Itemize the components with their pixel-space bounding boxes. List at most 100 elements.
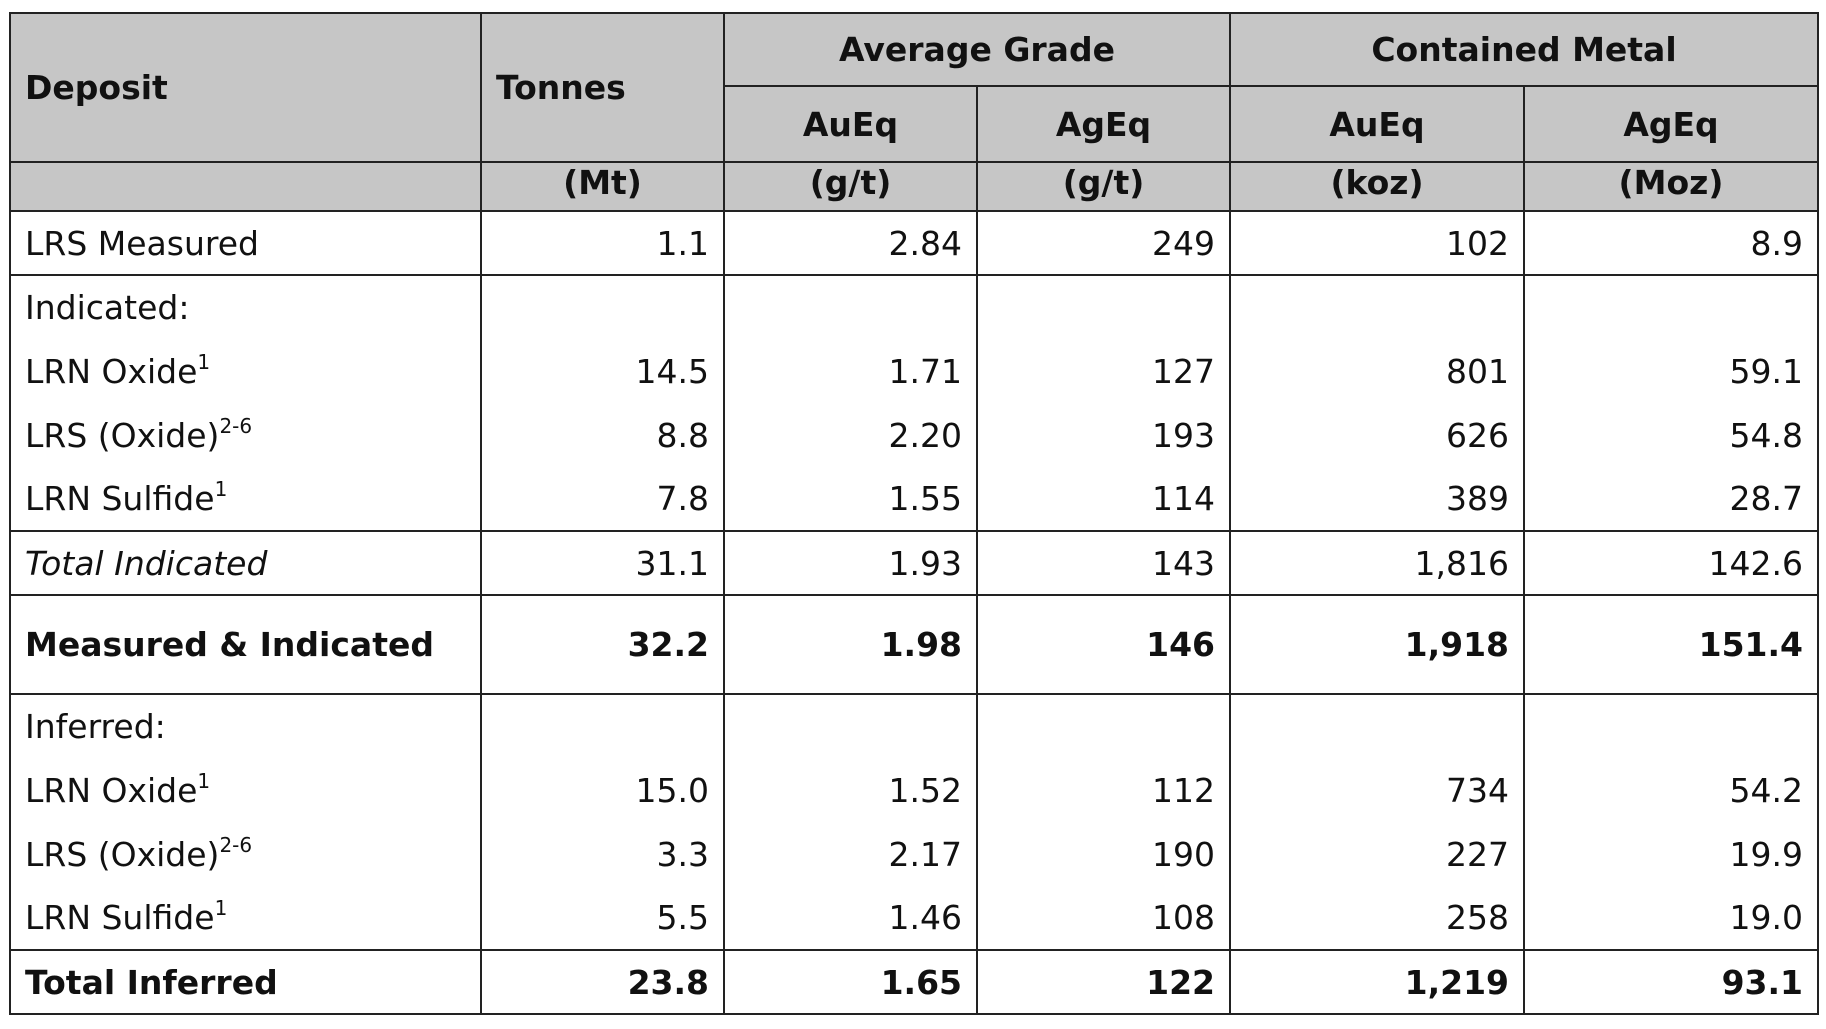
header-row: AuEq AgEq AuEq AgEq: [10, 85, 1819, 163]
value-cell: 93.1: [1523, 949, 1819, 1015]
value-cell: 1,219: [1229, 949, 1525, 1015]
value-cell: 19.0: [1523, 886, 1819, 951]
label-text: Measured & Indicated: [25, 625, 434, 664]
value-cell: [1523, 693, 1819, 758]
table-row: LRN Oxide1 14.5 1.71 127 801 59.1: [9, 339, 1819, 403]
row-label: LRN Sulfide1: [9, 467, 482, 532]
footnote-mark: 1: [197, 768, 211, 793]
value-cell: 1.65: [723, 949, 978, 1015]
table-row: LRS (Oxide)2-6 3.3 2.17 190 227 19.9: [9, 822, 1819, 886]
value-cell: 2.20: [723, 403, 978, 467]
header-cell: Tonnes: [480, 12, 725, 163]
value-cell: 14.5: [480, 339, 725, 403]
value-cell: 59.1: [1523, 339, 1819, 403]
value-cell: 1.98: [723, 594, 978, 695]
value-cell: 122: [976, 949, 1231, 1015]
value-cell: 1.46: [723, 886, 978, 951]
row-label: LRN Oxide1: [9, 758, 482, 822]
footnote-mark: 1: [197, 349, 211, 374]
footnote-mark: 2-6: [219, 413, 253, 438]
value-cell: 1,918: [1229, 594, 1525, 695]
value-cell: 32.2: [480, 594, 725, 695]
table-row: LRN Sulfide1 5.5 1.46 108 258 19.0: [9, 886, 1819, 951]
value-cell: 193: [976, 403, 1231, 467]
header-cell: AgEq: [976, 85, 1231, 163]
header-cell: AgEq: [1523, 85, 1819, 163]
value-cell: [976, 693, 1231, 758]
table-row: LRS (Oxide)2-6 8.8 2.20 193 626 54.8: [9, 403, 1819, 467]
value-cell: 227: [1229, 822, 1525, 886]
value-cell: 114: [976, 467, 1231, 532]
value-cell: 54.2: [1523, 758, 1819, 822]
value-cell: 31.1: [480, 530, 725, 596]
label-text: Total Indicated: [25, 543, 268, 583]
label-text: Total Inferred: [25, 962, 278, 1002]
row-label: Total Indicated: [9, 530, 482, 596]
footnote-mark: 1: [214, 896, 228, 920]
row-label: Measured & Indicated: [9, 594, 482, 695]
header-cell: Contained Metal: [1229, 12, 1819, 87]
value-cell: [480, 274, 725, 339]
label-text: LRN Sulfide: [25, 479, 215, 518]
unit-cell: (Moz): [1523, 161, 1819, 212]
value-cell: 249: [976, 210, 1231, 276]
value-cell: [723, 693, 978, 758]
value-cell: [976, 274, 1231, 339]
table-row: Measured & Indicated 32.2 1.98 146 1,918 151.…: [9, 594, 1819, 695]
table-row: Total Inferred 23.8 1.65 122 1,219 93.1: [9, 949, 1819, 1015]
value-cell: 151.4: [1523, 594, 1819, 695]
label-text: LRS Measured: [25, 223, 259, 263]
value-cell: 7.8: [480, 467, 725, 532]
table-row: LRN Oxide1 15.0 1.52 112 734 54.2: [9, 758, 1819, 822]
label-text: LRN Oxide: [25, 770, 198, 810]
value-cell: [1523, 274, 1819, 339]
value-cell: 127: [976, 339, 1231, 403]
value-cell: 626: [1229, 403, 1525, 467]
value-cell: [480, 693, 725, 758]
header-row: Deposit Tonnes Average Grade Contained M…: [9, 12, 1819, 163]
value-cell: 1.1: [480, 210, 725, 276]
value-cell: 8.9: [1523, 210, 1819, 276]
value-cell: 5.5: [480, 886, 725, 951]
row-label: Inferred:: [9, 693, 482, 758]
value-cell: 108: [976, 886, 1231, 951]
value-cell: 2.84: [723, 210, 978, 276]
header-cell: Deposit: [9, 12, 482, 163]
value-cell: 389: [1229, 467, 1525, 532]
label-text: LRN Sulfide: [25, 898, 215, 937]
unit-cell: (koz): [1229, 161, 1525, 212]
value-cell: 1.52: [723, 758, 978, 822]
value-cell: 28.7: [1523, 467, 1819, 532]
row-label: LRS (Oxide)2-6: [9, 403, 482, 467]
value-cell: 142.6: [1523, 530, 1819, 596]
value-cell: 102: [1229, 210, 1525, 276]
row-label: LRS Measured: [9, 210, 482, 276]
value-cell: [1229, 274, 1525, 339]
label-text: Indicated:: [25, 288, 190, 327]
value-cell: 112: [976, 758, 1231, 822]
footnote-mark: 1: [214, 477, 228, 501]
value-cell: 1.55: [723, 467, 978, 532]
label-text: Inferred:: [25, 707, 166, 746]
table-row: Indicated:: [9, 274, 1819, 339]
table-row: LRS Measured 1.1 2.84 249 102 8.9: [9, 210, 1819, 276]
header-cell: Average Grade: [723, 12, 1231, 87]
value-cell: 146: [976, 594, 1231, 695]
value-cell: [723, 274, 978, 339]
header-cell: AuEq: [1229, 85, 1525, 163]
unit-cell: (g/t): [976, 161, 1231, 212]
value-cell: 143: [976, 530, 1231, 596]
unit-cell: (Mt): [480, 162, 725, 212]
value-cell: 734: [1229, 758, 1525, 822]
value-cell: [1229, 693, 1525, 758]
value-cell: 1.71: [723, 339, 978, 403]
row-label: LRN Sulfide1: [9, 886, 482, 951]
value-cell: 3.3: [480, 822, 725, 886]
header-row: (Mt) (g/t) (g/t) (koz) (Moz): [9, 161, 1819, 212]
value-cell: 15.0: [480, 758, 725, 822]
value-cell: 54.8: [1523, 403, 1819, 467]
value-cell: 19.9: [1523, 822, 1819, 886]
table-row: Inferred:: [9, 693, 1819, 758]
row-label: LRN Oxide1: [9, 339, 482, 403]
